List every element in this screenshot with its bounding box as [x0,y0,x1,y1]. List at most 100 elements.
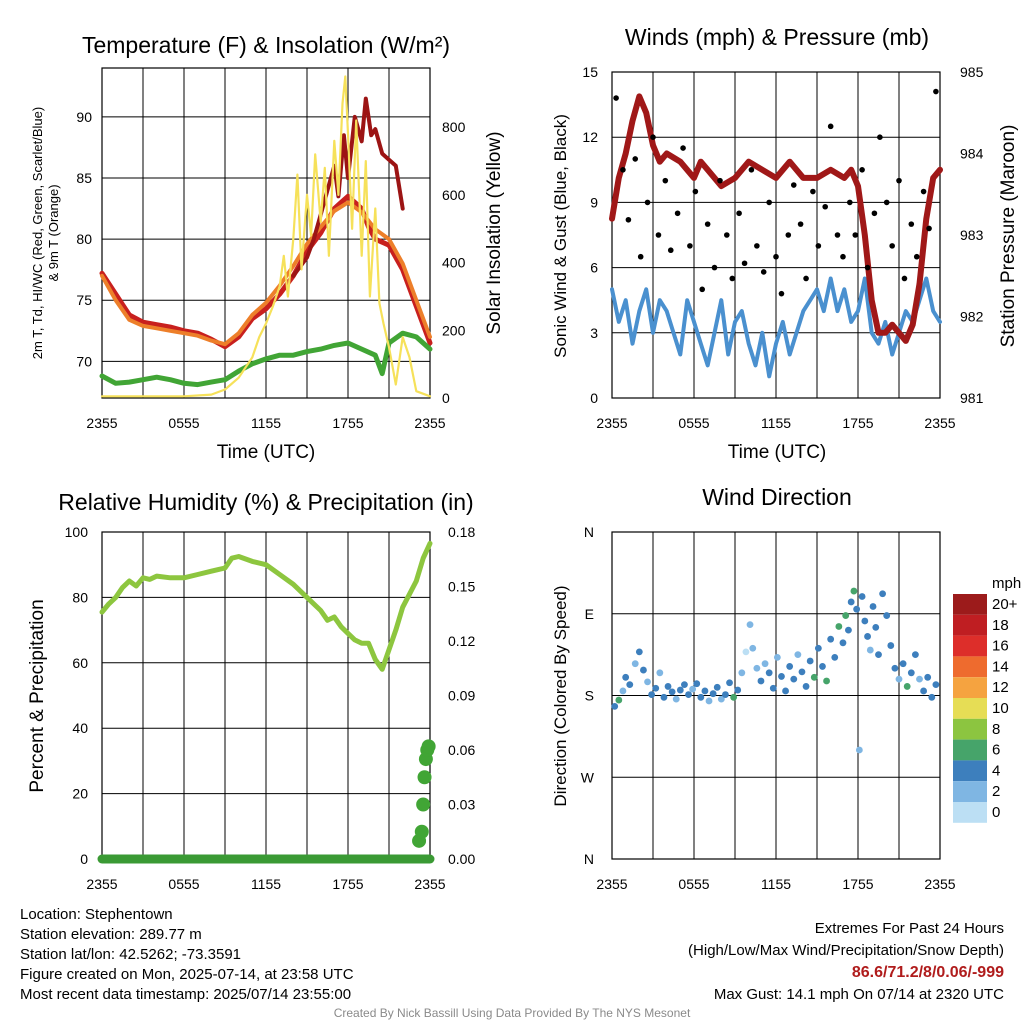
direction-point [802,683,810,690]
gust-point [699,286,705,293]
y-tick-label-left: 70 [76,353,92,369]
legend-label: 18 [992,617,1009,634]
speed-legend: mph 20+ 18 16 14 12 10 8 6 4 2 0 [953,575,1021,823]
direction-point [864,633,871,640]
y-tick-label-left: 20 [72,786,88,802]
gust-point [803,275,809,282]
gust-point [704,221,711,227]
y-tick-label-right: 0.12 [448,633,475,649]
legend-label: 6 [992,742,1000,759]
direction-point [850,587,858,595]
x-tick-label: 2355 [86,876,117,892]
gust-point [847,199,853,206]
gust-point [736,210,742,217]
direction-point [810,673,818,681]
direction-point [819,663,826,670]
direction-point [664,683,672,690]
direction-point [717,695,725,703]
y-tick-label-right: 0 [442,390,450,406]
direction-point [891,664,899,672]
precip-point [417,770,432,785]
direction-point [722,691,729,698]
y-axis-label-left-2: & 9m T (Orange) [46,184,61,281]
y-axis-label-left: Direction (Colored By Speed) [551,585,570,806]
y-tick-label-left: S [585,688,594,704]
legend-label: 12 [992,679,1009,696]
direction-point [842,612,850,619]
gust-point [655,232,662,238]
legend-swatch [953,718,987,740]
legend-swatch [953,656,987,678]
gust-point [680,145,686,151]
gust-point [625,216,632,223]
x-axis-label: Time (UTC) [728,442,827,463]
gust-point [933,88,939,95]
x-tick-label: 1755 [842,876,873,892]
direction-point [835,623,843,630]
x-tick-label: 0555 [168,415,199,431]
x-tick-label: 1755 [332,415,363,431]
gust-point [711,264,718,271]
humidity-series-line [99,540,433,672]
y-tick-label-right: 0.15 [448,579,475,595]
info-location: Location: Stephentown [20,906,173,923]
direction-point [635,648,643,656]
x-tick-label: 1755 [332,876,363,892]
direction-point [790,675,798,683]
x-tick-label: 1155 [251,415,281,431]
gust-point [717,177,723,184]
y-tick-label-left: N [584,524,594,540]
direction-point [855,746,863,754]
extremes-values: 86.6/71.2/8/0.06/-999 [851,964,1004,981]
gust-point [864,264,871,271]
direction-point [761,660,769,668]
y-tick-label-left: W [581,769,595,785]
direction-point [726,679,733,687]
direction-point [746,621,754,629]
y-tick-label-right: 985 [960,64,984,80]
gust-point [797,221,804,227]
gust-point [889,243,895,249]
gust-point [741,260,748,267]
legend-label: 20+ [992,596,1018,613]
y-tick-label-right: 0.06 [448,742,475,758]
gust-point [667,247,674,254]
direction-point [823,677,830,685]
legend-label: 2 [992,783,1000,800]
y-tick-label-right: 600 [442,187,466,203]
gust-point [748,167,755,173]
sonic-wind-series-line [610,276,942,379]
direction-point [660,693,668,701]
gust-point [637,253,644,260]
info-recent: Most recent data timestamp: 2025/07/14 2… [20,986,352,1003]
y-tick-label-right: 981 [960,390,984,406]
direction-point [916,675,923,683]
info-latlon: Station lat/lon: 42.5262; -73.3591 [20,946,242,963]
direction-point [831,653,839,661]
extremes-title: Extremes For Past 24 Hours [814,920,1004,937]
y-tick-label-left: 90 [76,109,92,125]
chart-title: Wind Direction [702,484,852,510]
direction-point [622,673,630,681]
y-tick-label-left: 9 [590,194,598,210]
chart-panel-temp: 2355 0555 1155 1755 2355 70 75 80 85 90 0 200 400 600… [30,32,505,463]
gust-point [632,156,639,162]
direction-point [681,681,688,688]
direction-point [742,648,750,656]
gust-point [778,290,785,297]
gust-point [822,203,828,210]
legend-label: 14 [992,658,1009,675]
direction-point [734,686,742,694]
direction-point [814,644,822,652]
gust-point [760,269,767,275]
gust-point [810,188,816,195]
x-tick-label: 2355 [596,415,627,431]
legend-swatch [953,781,987,802]
direction-point [705,697,713,705]
direction-point [907,669,915,677]
direction-point [924,673,932,681]
direction-point [749,644,757,652]
direction-point [693,680,701,688]
direction-point [757,677,765,685]
y-tick-label-left: 15 [582,64,598,80]
